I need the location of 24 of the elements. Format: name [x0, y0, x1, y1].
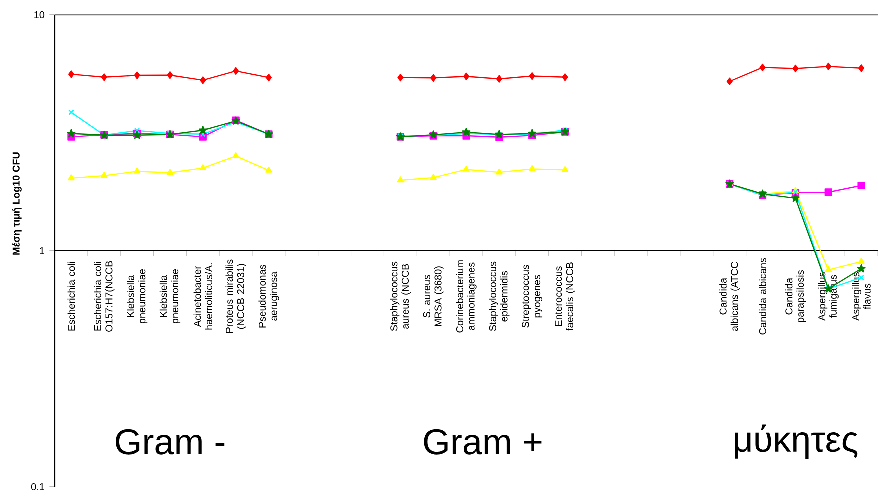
annotation: Gram +	[424, 429, 542, 455]
x-tick-label: Klebsiella pneumoniae	[126, 270, 148, 324]
x-tick-label: Escherichia coli O157:H7(NCCB	[94, 261, 115, 332]
x-tick-label: Streptococcus pyogenes	[522, 265, 543, 328]
x-tick-label: Acinetobacter haemoliticus/A.	[194, 264, 212, 330]
y-axis-title: Μέση τιμή Log10 CFU	[12, 152, 22, 255]
x-tick-label: Candida albicans (ATCC	[720, 262, 740, 332]
x-tick-label: Candida parapsilosis	[785, 270, 806, 322]
annotation: μύκητες	[735, 424, 858, 460]
x-tick-label: Staphylococcus aureus (NCCB	[390, 262, 411, 332]
x-tick-label: Staphylococcus epidermidis	[489, 262, 510, 332]
annotation: Gram -	[116, 429, 225, 455]
x-tick-label: Candida albicans	[759, 258, 766, 335]
x-tick-label: Pseudomonas aeruginosa	[258, 264, 280, 328]
y-tick-label: 0.1	[31, 483, 44, 491]
x-tick-label: Aspergillus fumigatus	[818, 272, 839, 322]
x-tick-label: Escherichia coli	[68, 262, 76, 331]
x-tick-label: S. aureus MRSA (3680)	[423, 266, 444, 326]
x-tick-label: Klebsiella pneumoniae	[160, 270, 181, 324]
x-tick-label: Enterococcus faecalis (NCCB	[555, 262, 576, 331]
x-tick-label: Aspergillus flavus	[852, 272, 871, 322]
y-tick-label: 10	[34, 11, 45, 19]
y-tick-label: 1	[40, 248, 44, 254]
x-tick-label: Proteus mirabilis (NCCB 22031)	[226, 260, 246, 334]
